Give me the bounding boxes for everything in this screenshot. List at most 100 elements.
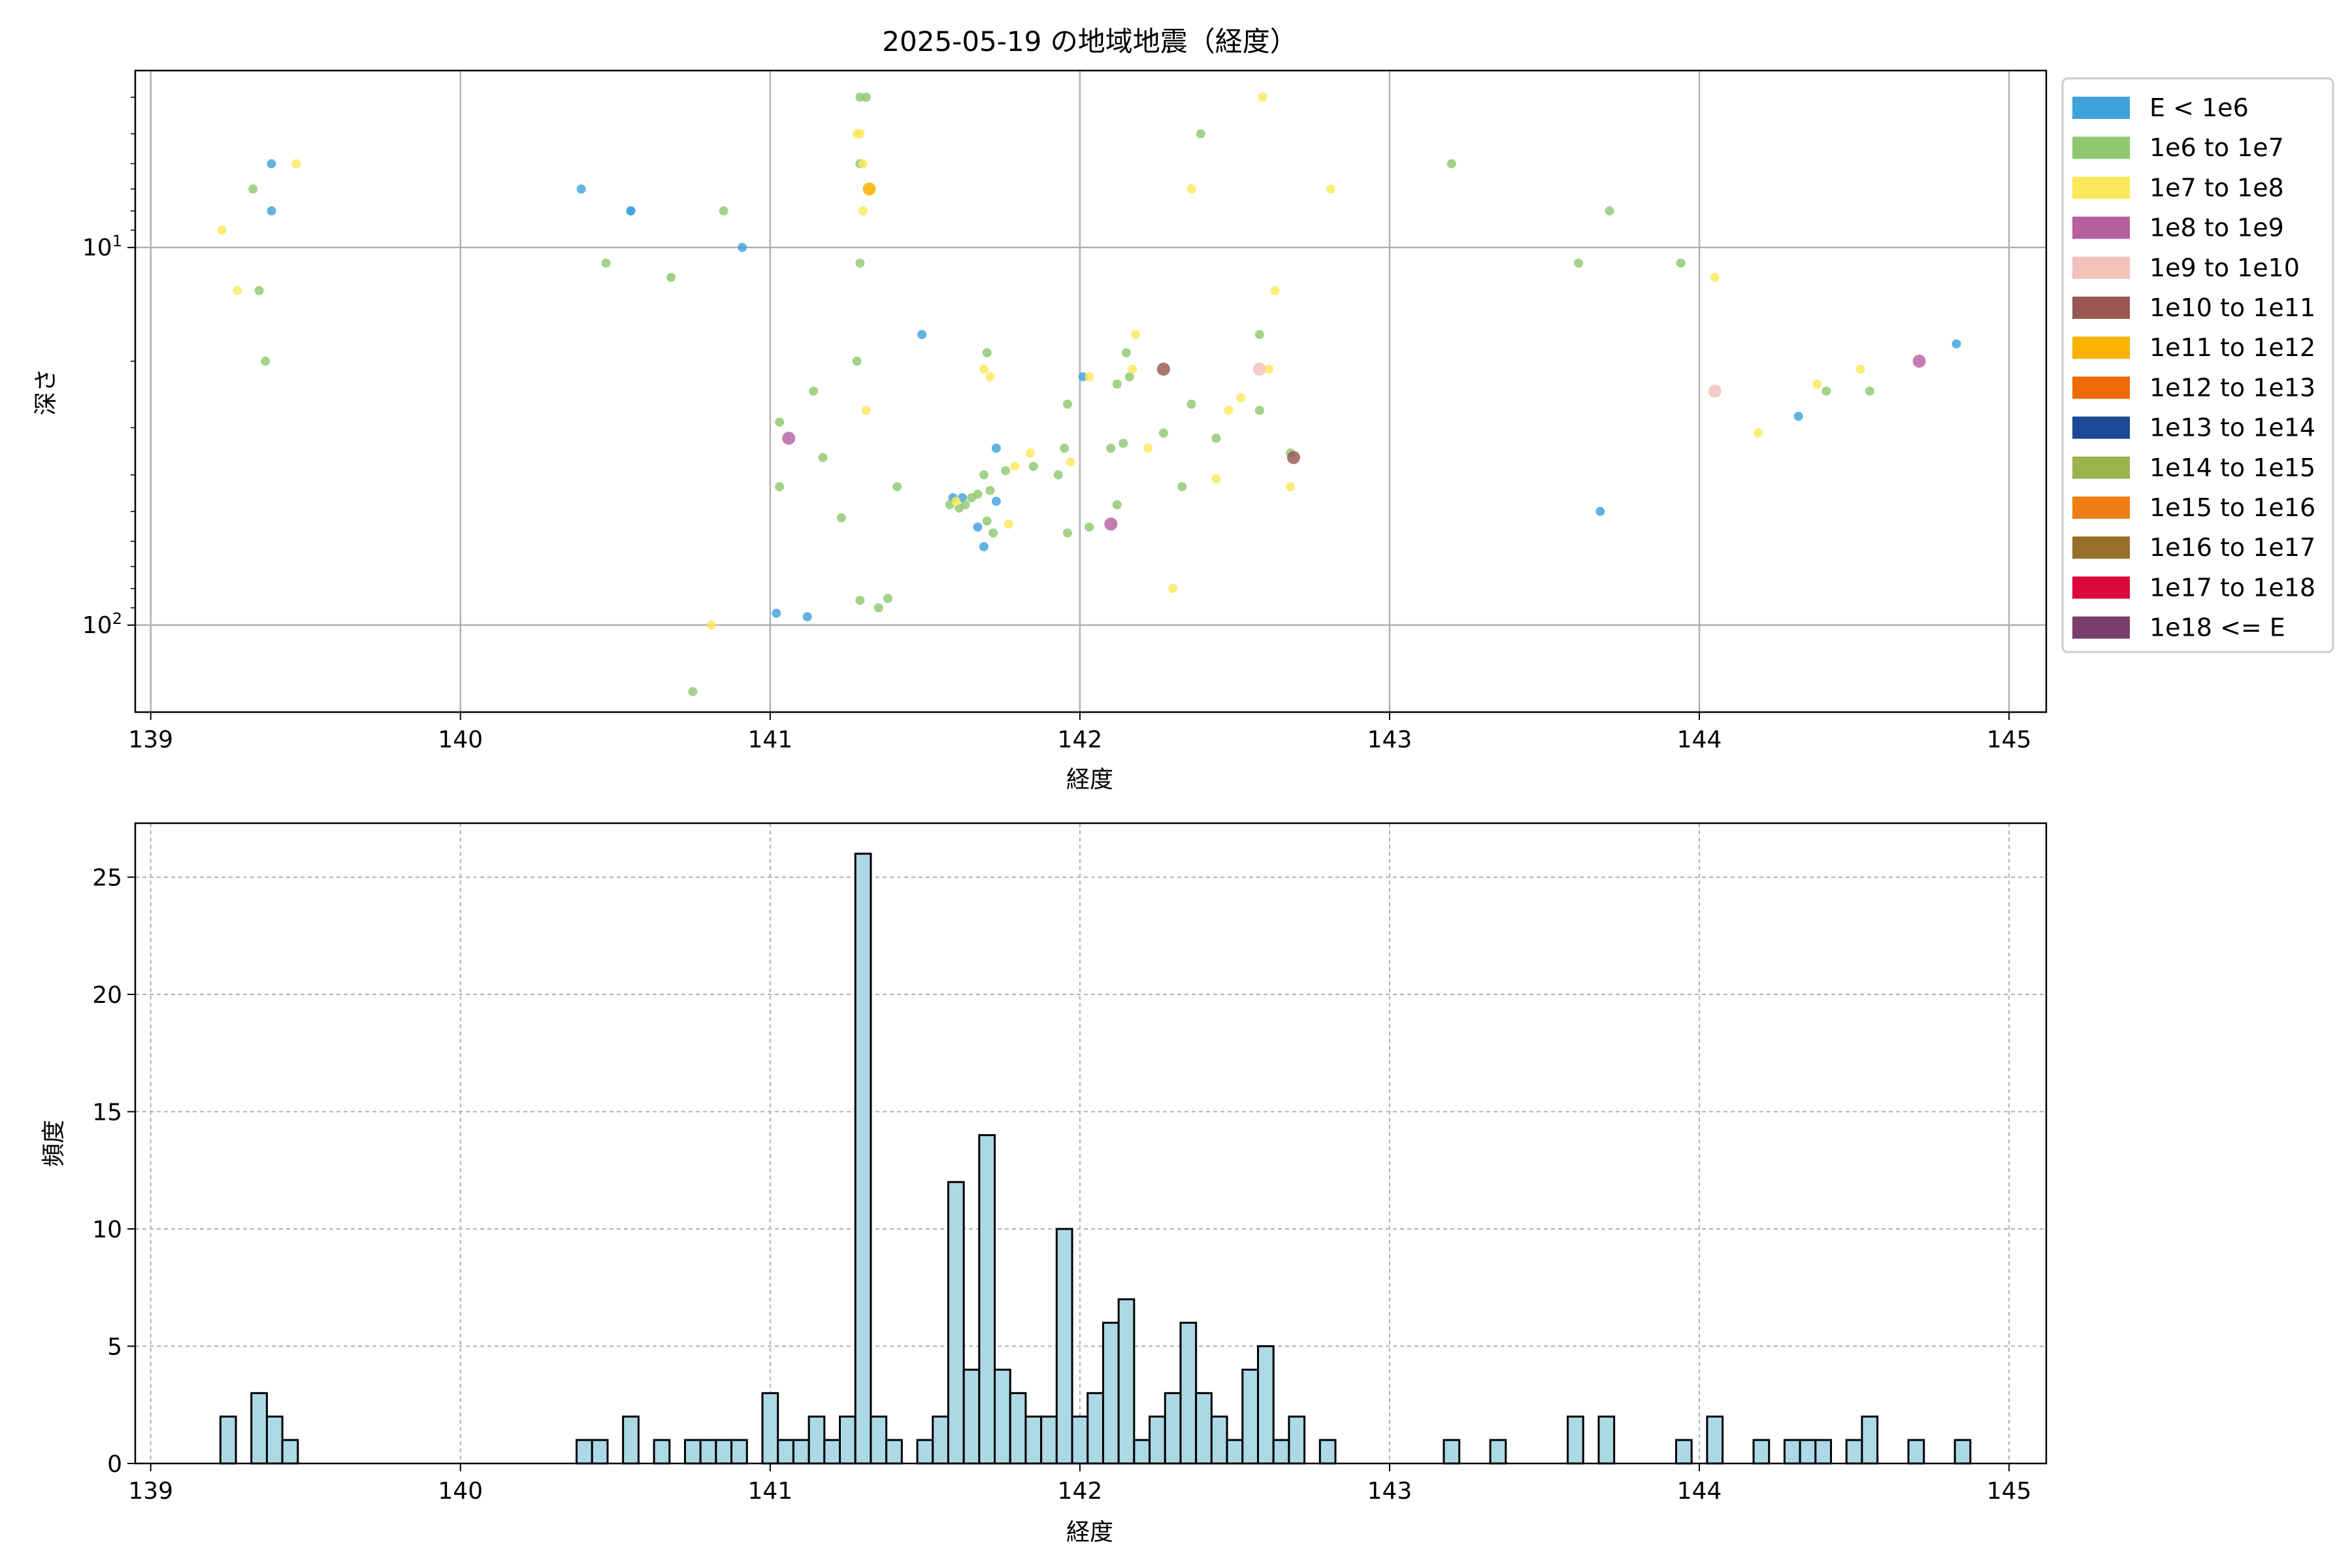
scatter-point: [1224, 406, 1233, 416]
histogram-bar: [1149, 1415, 1166, 1465]
scatter-point: [1254, 406, 1264, 416]
scatter-point: [1112, 500, 1122, 510]
scatter-point: [1106, 443, 1116, 453]
scatter-x-tick-label: 143: [1367, 727, 1413, 753]
histogram-bar: [932, 1415, 949, 1465]
scatter-point: [1793, 412, 1803, 421]
scatter-point: [666, 272, 676, 282]
scatter-point: [855, 129, 865, 139]
scatter-point: [1156, 363, 1170, 376]
histogram-bar: [1256, 1345, 1275, 1465]
scatter-point: [1026, 448, 1036, 458]
legend: E < 1e6 1e6 to 1e7 1e7 to 1e8 1e8 to 1e9 1e9…: [2061, 77, 2334, 653]
scatter-x-ticks: 139 140 141 142 143 144 145: [128, 712, 2031, 753]
histogram-x-ticks: 139 140 141 142 143 144 145: [128, 1463, 2031, 1505]
scatter-point: [1128, 365, 1137, 374]
histogram-bar: [1489, 1439, 1507, 1465]
histogram-bar: [1024, 1415, 1043, 1465]
scatter-point: [1066, 457, 1075, 467]
scatter-point: [1119, 438, 1128, 448]
scatter-point: [809, 386, 819, 396]
legend-swatch: [2072, 376, 2130, 399]
histogram-bar: [622, 1415, 640, 1465]
scatter-point: [1168, 583, 1178, 593]
scatter-point: [1124, 372, 1134, 382]
legend-swatch: [2072, 256, 2130, 279]
histogram-bar: [281, 1439, 299, 1465]
histogram-bar: [870, 1415, 888, 1465]
histogram-bar: [978, 1134, 996, 1465]
histogram-bar: [885, 1439, 903, 1465]
scatter-point: [1085, 372, 1094, 382]
scatter-point: [979, 542, 988, 551]
legend-swatch: [2072, 616, 2130, 639]
scatter-point: [1676, 258, 1686, 268]
histogram-bar: [1783, 1439, 1801, 1465]
scatter-point: [874, 603, 883, 613]
scatter-panel: 139 140 141 142 143 144 145 101 102 経度 深さ: [33, 69, 2048, 793]
scatter-point: [1446, 159, 1456, 169]
scatter-point: [1143, 443, 1153, 453]
scatter-point: [979, 470, 988, 480]
scatter-point: [1258, 92, 1267, 102]
scatter-x-tick-label: 140: [438, 727, 483, 753]
legend-swatch: [2072, 216, 2130, 239]
legend-swatch: [2072, 97, 2130, 119]
histogram-bar: [1164, 1392, 1182, 1465]
scatter-point: [1812, 379, 1822, 389]
scatter-point: [1062, 528, 1072, 538]
scatter-point: [291, 159, 301, 169]
legend-swatch: [2072, 536, 2130, 559]
scatter-point: [1122, 348, 1132, 357]
scatter-point: [772, 608, 781, 618]
scatter-point: [1270, 286, 1280, 295]
histogram-x-tick-label: 145: [1987, 1478, 2032, 1505]
legend-label: 1e16 to 1e17: [2149, 533, 2315, 562]
legend-label: 1e11 to 1e12: [2149, 333, 2315, 362]
histogram-x-tick-label: 140: [438, 1478, 483, 1505]
histogram-bar: [1241, 1368, 1259, 1465]
scatter-point: [1186, 399, 1196, 409]
scatter-axes-frame: [134, 69, 2048, 713]
scatter-point: [861, 92, 871, 102]
scatter-point: [1060, 443, 1070, 453]
histogram-bar: [1040, 1415, 1058, 1465]
scatter-x-tick-label: 141: [747, 727, 792, 753]
scatter-point: [1912, 354, 1926, 368]
legend-swatch: [2072, 456, 2130, 479]
histogram-y-tick-label: 10: [92, 1217, 122, 1243]
scatter-point: [1254, 330, 1264, 340]
scatter-point: [1605, 206, 1614, 216]
histogram-bar: [1117, 1298, 1135, 1465]
histogram-bar: [1086, 1392, 1104, 1465]
histogram-bar: [1272, 1439, 1290, 1465]
scatter-point: [1326, 184, 1335, 194]
scatter-point: [892, 482, 902, 491]
scatter-point: [261, 356, 270, 366]
histogram-bar: [1179, 1322, 1198, 1465]
histogram-bar: [219, 1415, 237, 1465]
legend-label: 1e6 to 1e7: [2149, 133, 2284, 162]
scatter-point: [1264, 365, 1274, 374]
scatter-point: [883, 594, 892, 604]
scatter-point: [973, 522, 983, 532]
histogram-plot-area: [135, 823, 2046, 1463]
histogram-axes-frame: [134, 822, 2048, 1465]
histogram-bar: [1210, 1415, 1228, 1465]
scatter-point: [1104, 517, 1118, 531]
histogram-bar: [854, 853, 872, 1465]
histogram-x-tick-label: 144: [1677, 1478, 1722, 1505]
scatter-point: [985, 485, 995, 495]
scatter-point: [988, 528, 998, 538]
scatter-point: [248, 184, 258, 194]
scatter-point: [861, 406, 871, 416]
scatter-point: [1004, 519, 1013, 529]
scatter-point: [1158, 428, 1168, 438]
scatter-point: [254, 286, 264, 295]
histogram-bar: [653, 1439, 671, 1465]
scatter-point: [1821, 386, 1831, 396]
histogram-y-tick-label: 20: [92, 982, 122, 1009]
histogram-bar: [1597, 1415, 1616, 1465]
scatter-point: [1708, 384, 1722, 398]
scatter-point: [951, 497, 961, 506]
